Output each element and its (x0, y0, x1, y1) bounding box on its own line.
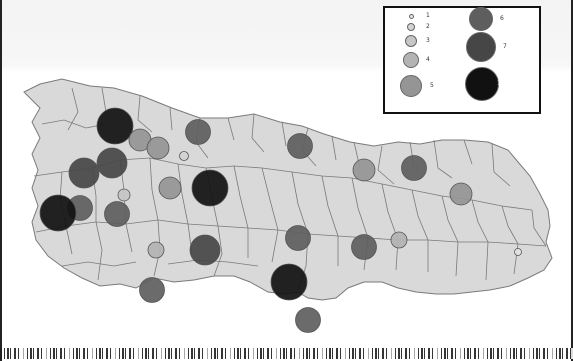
province-marker (270, 263, 308, 301)
province-border-line (321, 175, 339, 266)
province-border-line (261, 167, 279, 263)
province-marker (179, 151, 189, 161)
province-markers (39, 107, 522, 333)
province-border-line (251, 113, 265, 153)
legend-label: 5 (430, 82, 434, 89)
province-border-line (101, 87, 107, 113)
province-marker (39, 194, 77, 232)
province-marker (191, 169, 229, 207)
legend-symbol (469, 7, 493, 31)
province-marker (104, 201, 130, 227)
province-marker (295, 307, 321, 333)
province-border-line (41, 119, 107, 129)
province-border-line (377, 145, 395, 185)
province-marker (401, 155, 427, 181)
province-border-line (491, 143, 511, 187)
province-marker (68, 157, 100, 189)
legend-symbol (466, 32, 496, 62)
province-border-line (61, 261, 137, 267)
legend-label: 1 (426, 12, 430, 19)
legend-symbol (403, 52, 419, 68)
decorative-footer-strip (4, 348, 573, 359)
legend-label: 4 (426, 56, 430, 63)
legend-label: 6 (500, 15, 504, 22)
province-border-line (501, 205, 519, 275)
province-marker (189, 234, 221, 266)
province-border-line (177, 163, 193, 255)
legend-symbol (400, 75, 422, 97)
province-border-line (463, 139, 473, 165)
legend-label: 3 (426, 37, 430, 44)
legend-symbol (465, 67, 499, 101)
province-marker (351, 234, 377, 260)
province-marker (147, 241, 165, 259)
province-border-line (331, 135, 337, 161)
province-marker (285, 225, 311, 251)
province-border-line (381, 183, 399, 271)
province-border-line (227, 117, 235, 141)
province-border-line (67, 87, 79, 131)
province-marker (96, 147, 128, 179)
province-marker (146, 136, 170, 160)
legend-symbol (405, 35, 417, 47)
province-marker (96, 107, 134, 145)
province-border-line (91, 167, 103, 281)
legend-symbol (408, 13, 414, 19)
province-marker (117, 188, 131, 202)
province-border-line (531, 209, 547, 247)
province-border-line (137, 95, 153, 133)
province-border-line (471, 199, 489, 281)
province-marker (449, 182, 473, 206)
province-border-line (441, 195, 459, 277)
province-border-line (149, 157, 161, 277)
province-marker (352, 158, 376, 182)
province-border-line (281, 121, 287, 147)
province-marker (390, 231, 408, 249)
legend-symbol (407, 23, 415, 31)
legend-label: 7 (503, 43, 507, 50)
province-marker (158, 176, 182, 200)
province-marker (139, 277, 165, 303)
legend-label: 11, 17, 44, 48 (497, 80, 539, 87)
province-marker (185, 119, 211, 145)
province-marker (514, 248, 522, 256)
legend-label: 2 (426, 23, 430, 30)
province-border-line (411, 189, 429, 272)
map-legend: 1 2 3 4 5 6 7 11, 17, 44, 48 (383, 6, 541, 114)
province-border-line (233, 165, 249, 258)
province-border-line (169, 107, 173, 131)
province-border-line (433, 139, 453, 179)
province-marker (287, 133, 313, 159)
